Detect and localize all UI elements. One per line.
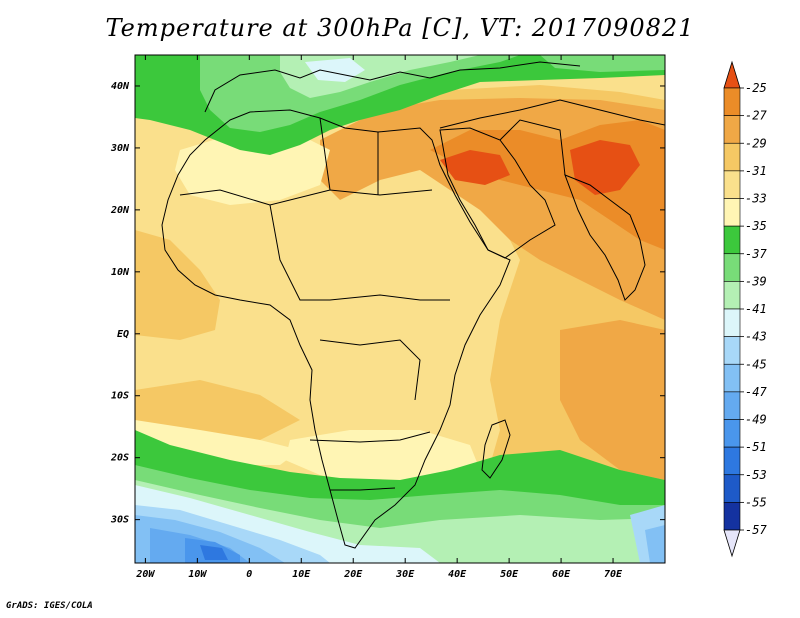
- colorbar-segment: [723, 446, 741, 476]
- y-tick-label: 10N: [111, 267, 130, 278]
- africa-coastline: [161, 109, 511, 549]
- madagascar-coastline: [481, 419, 511, 479]
- band-31-29-west: [135, 230, 220, 340]
- colorbar-segment: [723, 87, 741, 116]
- band-53-51-south: [200, 545, 228, 560]
- colorbar-top-triangle: [723, 60, 741, 89]
- colorbar-segment: [723, 502, 741, 531]
- colorbar-segment: [723, 419, 741, 448]
- colorbar-label: -29: [745, 136, 767, 150]
- y-tick-label: EQ: [117, 329, 129, 340]
- band-47-45-se: [645, 525, 665, 563]
- border-congo: [319, 339, 421, 401]
- border-iran: [499, 119, 566, 176]
- x-tick-label: 10E: [292, 569, 311, 580]
- colorbar-segment: [723, 253, 741, 282]
- border-south: [309, 431, 431, 443]
- y-tick-label: 10S: [111, 391, 129, 402]
- band-35-33-sahara: [175, 130, 330, 205]
- coastlines: [161, 61, 665, 549]
- colorbar-segment: [723, 308, 741, 337]
- colorbar-segment: [723, 170, 741, 199]
- x-tick-label: 70E: [604, 569, 623, 580]
- border-sahel: [179, 189, 433, 206]
- border-middle-east: [439, 99, 665, 129]
- y-axis-ticks: 40N 30N 20N 10N EQ 10S 20S 30S: [110, 81, 665, 526]
- y-tick-label: 30S: [110, 515, 129, 526]
- colorbar-segment: [723, 115, 741, 144]
- x-axis-ticks: 20W 10W 0 10E 20E 30E 40E 50E 60E 70E: [135, 55, 623, 580]
- arabia-coastline: [439, 127, 556, 259]
- colorbar-label: -53: [745, 468, 767, 482]
- band-35-33-south: [285, 430, 480, 485]
- colorbar-segment: [723, 198, 741, 227]
- colorbar-segment: [723, 474, 741, 503]
- map-title: Temperature at 300hPa [C], VT: 201709082…: [105, 14, 695, 42]
- colorbar-label: -33: [745, 192, 767, 206]
- india-coastline: [564, 174, 646, 301]
- x-tick-label: 20E: [343, 569, 363, 580]
- y-tick-label: 20S: [110, 453, 129, 464]
- colorbar-segment: [723, 225, 741, 255]
- colorbar-segment: [723, 142, 741, 172]
- colorbar-label: -57: [745, 523, 767, 537]
- colorbar-label: -49: [745, 413, 767, 427]
- colorbar-label: -27: [745, 109, 767, 123]
- x-tick-label: 10W: [188, 569, 207, 580]
- border-namibia: [330, 487, 396, 491]
- colorbar-segment: [723, 281, 741, 310]
- band-gt25-tibet: [570, 140, 640, 195]
- colorbar-segment: [723, 336, 741, 365]
- x-tick-label: 60E: [552, 569, 571, 580]
- border-central: [269, 204, 450, 301]
- x-tick-label: 50E: [500, 569, 519, 580]
- colorbar-segment: [723, 391, 741, 420]
- grads-credit: GrADS: IGES/COLA: [6, 601, 93, 611]
- x-tick-label: 40E: [448, 569, 467, 580]
- colorbar-label: -39: [745, 274, 767, 288]
- colorbar-bottom-triangle: [723, 529, 741, 558]
- band-29-27-indian-ocean: [560, 320, 665, 480]
- band-39-37-ne: [540, 55, 665, 72]
- colorbar: -25 -27 -29 -31 -33 -35 -37 -39 -41 -43 -45 -47 -49 -…: [723, 60, 767, 558]
- x-tick-label: 20W: [135, 569, 155, 580]
- colorbar-label: -35: [745, 219, 767, 233]
- band-31-29-sw: [135, 380, 300, 440]
- colorbar-label: -37: [745, 247, 767, 261]
- x-tick-label: 30E: [395, 569, 415, 580]
- y-tick-label: 20N: [110, 205, 130, 216]
- y-tick-label: 40N: [111, 81, 130, 92]
- border-libya: [319, 117, 331, 191]
- band-39-37-north: [200, 55, 520, 132]
- colorbar-label: -47: [745, 385, 767, 399]
- colorbar-label: -31: [745, 164, 767, 178]
- colorbar-label: -41: [745, 302, 767, 316]
- plot-frame: [134, 54, 666, 564]
- colorbar-label: -45: [745, 357, 767, 371]
- y-tick-label: 30N: [110, 143, 130, 154]
- colorbar-label: -55: [745, 495, 767, 509]
- band-gt25-iran: [440, 150, 510, 185]
- colorbar-segment: [723, 363, 741, 393]
- colorbar-label: -51: [745, 440, 767, 454]
- x-tick-label: 0: [246, 569, 252, 580]
- europe-coastline: [204, 61, 581, 113]
- temperature-field: [135, 55, 665, 563]
- colorbar-label: -25: [745, 81, 767, 95]
- colorbar-label: -43: [745, 330, 767, 344]
